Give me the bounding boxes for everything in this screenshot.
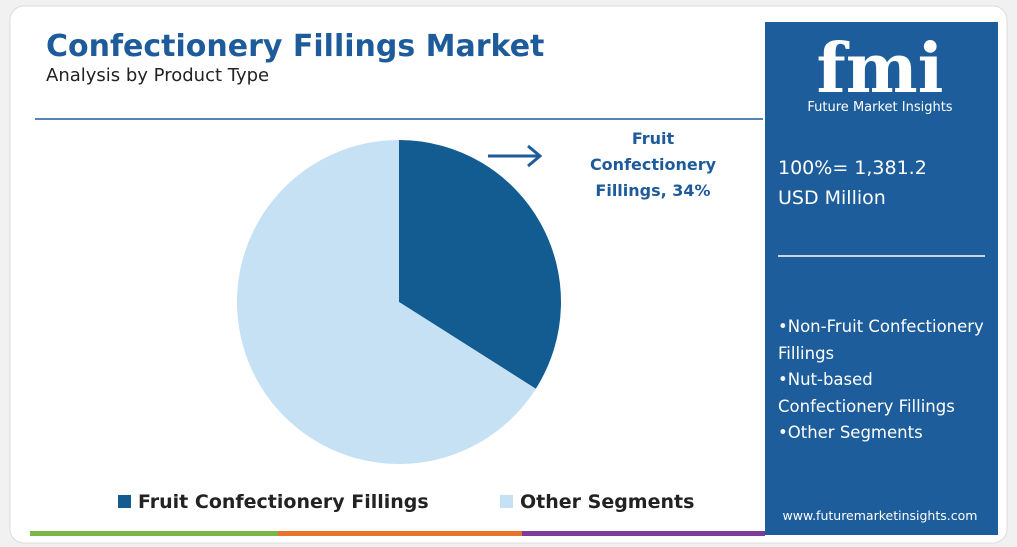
accent-bar	[30, 531, 278, 536]
accent-bar	[278, 531, 522, 536]
legend-swatch	[500, 495, 513, 508]
accent-bar	[522, 531, 765, 536]
pie-slice	[399, 140, 561, 389]
arrow	[488, 144, 543, 168]
chart-title: Confectionery Fillings Market	[46, 29, 544, 64]
segment-list: Non-Fruit Confectionery Fillings Nut-bas…	[778, 314, 993, 447]
chart-subtitle: Analysis by Product Type	[46, 65, 269, 86]
total-unit: USD Million	[778, 187, 886, 209]
segment-item: Non-Fruit Confectionery Fillings	[778, 314, 993, 367]
logo-tagline: Future Market Insights	[807, 100, 952, 115]
segment-item: Other Segments	[778, 420, 993, 447]
legend-swatch	[118, 495, 131, 508]
legend-label: Other Segments	[520, 491, 694, 513]
side-panel	[765, 22, 998, 535]
slice-annotation: Fruit Confectionery Fillings, 34%	[589, 129, 717, 200]
pie-slice	[237, 140, 536, 464]
logo: fmi	[816, 29, 943, 109]
legend-label: Fruit Confectionery Fillings	[138, 491, 429, 513]
total-value: 100%= 1,381.2	[778, 157, 927, 179]
segment-item: Nut-based Confectionery Fillings	[778, 367, 993, 420]
website: www.futuremarketinsights.com	[783, 508, 978, 523]
